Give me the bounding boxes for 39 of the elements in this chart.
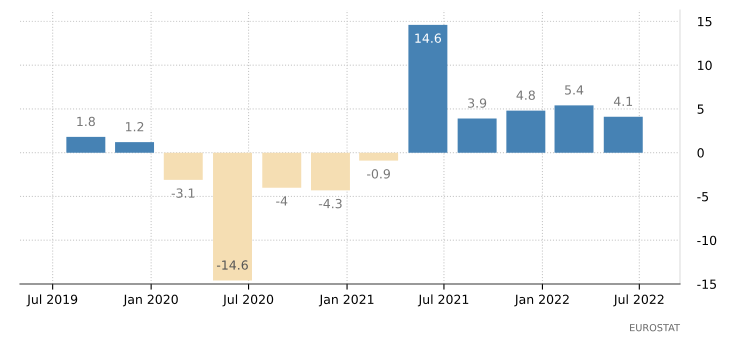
data-label: 14.6 [415, 33, 442, 43]
data-label: -4 [276, 196, 288, 206]
y-tick-label: 10 [698, 60, 712, 70]
x-tick-label: Jan 2020 [122, 294, 178, 306]
bar [213, 152, 252, 280]
x-tick-label: Jul 2022 [613, 294, 664, 306]
data-label: -4.3 [318, 198, 342, 208]
data-label: 4.8 [516, 90, 535, 100]
data-label: 1.8 [77, 116, 95, 126]
bar [408, 24, 448, 153]
x-tick-label: Jul 2020 [222, 294, 274, 306]
bar [310, 152, 350, 190]
data-label: -0.9 [367, 169, 390, 179]
data-label: 3.9 [468, 98, 486, 108]
bar [115, 142, 154, 153]
y-tick-label: -5 [697, 192, 708, 202]
y-tick-label: -15 [697, 280, 716, 289]
text: EUROSTAT [630, 324, 680, 332]
bar [506, 110, 546, 153]
x-tick-label: Jul 2019 [26, 294, 78, 306]
bar [554, 105, 594, 153]
x-tick-label: Jan 2021 [318, 294, 374, 306]
x-tick-label: Jan 2022 [514, 294, 569, 306]
bar [262, 152, 302, 188]
y-tick-label: 0 [697, 148, 704, 158]
bar [458, 118, 497, 153]
bar [164, 152, 203, 180]
data-label: -14.6 [216, 260, 248, 270]
y-tick-label: -10 [697, 236, 716, 246]
bar [604, 116, 643, 153]
data-label: -3.1 [172, 188, 194, 198]
data-label: 5.4 [565, 85, 584, 95]
data-label: 4.1 [614, 96, 632, 106]
bar [66, 136, 106, 153]
data-label: 1.2 [126, 122, 144, 132]
y-tick-label: 5 [698, 104, 704, 114]
bar [359, 152, 398, 161]
x-tick-label: Jul 2021 [418, 294, 468, 306]
y-tick-label: 15 [698, 17, 712, 26]
